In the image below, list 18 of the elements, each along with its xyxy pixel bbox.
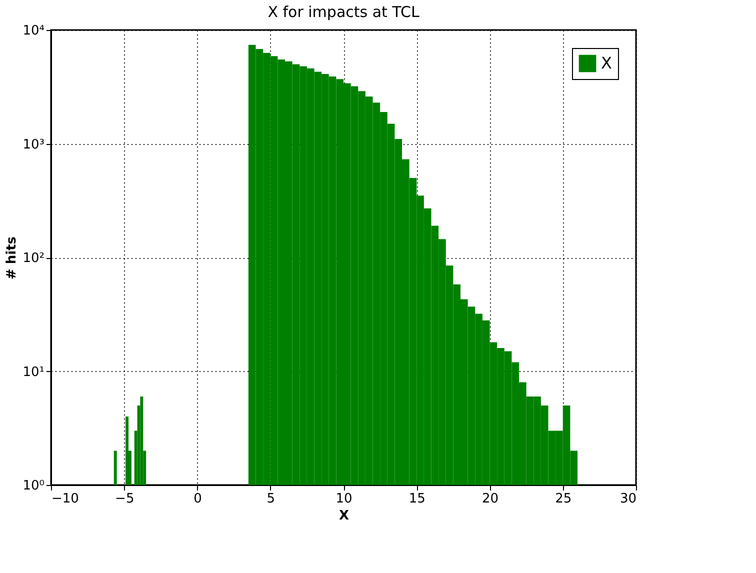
legend-label: X (601, 54, 612, 72)
chart-title: X for impacts at TCL (268, 3, 420, 21)
x-tick-label: 30 (620, 492, 636, 506)
y-tick-label: 10² (22, 251, 44, 266)
x-tick-label: 0 (194, 492, 202, 506)
x-axis-title: X (338, 508, 350, 524)
x-tick-label: 5 (266, 492, 276, 506)
x-tick-label: 15 (408, 492, 426, 506)
x-tick-label: −5 (115, 492, 134, 506)
y-tick-label: 10⁰ (22, 478, 44, 494)
x-tick-label: 20 (482, 492, 499, 506)
y-tick-label: 10¹ (22, 364, 44, 380)
x-tick-label: −10 (52, 492, 79, 506)
y-tick-label: 10⁴ (22, 24, 44, 38)
y-axis-title: # hits (4, 236, 20, 280)
x-tick-label: 25 (555, 492, 572, 506)
y-tick-label: 10³ (22, 137, 44, 152)
x-tick-label: 10 (336, 492, 352, 506)
